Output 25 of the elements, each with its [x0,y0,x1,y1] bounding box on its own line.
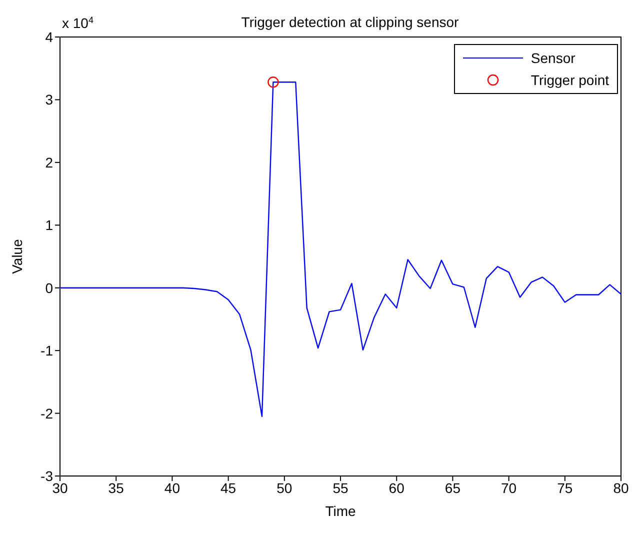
y-tick-label: 0 [45,280,54,296]
y-tick-label: -3 [40,468,54,484]
x-tick-label: 75 [557,480,573,496]
text: x 10$^{4}$ [62,15,94,31]
legend-label: Trigger point [530,72,609,88]
x-tick-label: 65 [444,480,461,496]
x-tick-label: 35 [108,480,124,496]
chart-title: Trigger detection at clipping sensor [241,14,459,30]
y-tick-label: -1 [40,342,54,359]
y-tick-label: 4 [45,28,54,45]
legend-label: Sensor [530,50,576,66]
x-tick-label: 55 [332,480,348,496]
x-tick-label: 60 [388,480,405,496]
y-tick-label: -2 [40,405,54,422]
x-axis-title: Time [325,503,356,519]
x-tick-label: 30 [52,480,68,496]
y-tick-label: 1 [45,217,54,234]
x-tick-label: 50 [276,480,292,496]
x-tick-label: 40 [164,480,180,496]
x-tick-label: 70 [501,480,517,496]
y-axis-title: Value [8,238,25,274]
y-tick-label: 2 [45,154,54,170]
y-tick-label: 3 [45,92,54,108]
x-tick-label: 45 [220,480,236,496]
x-tick-label: 80 [613,480,629,496]
